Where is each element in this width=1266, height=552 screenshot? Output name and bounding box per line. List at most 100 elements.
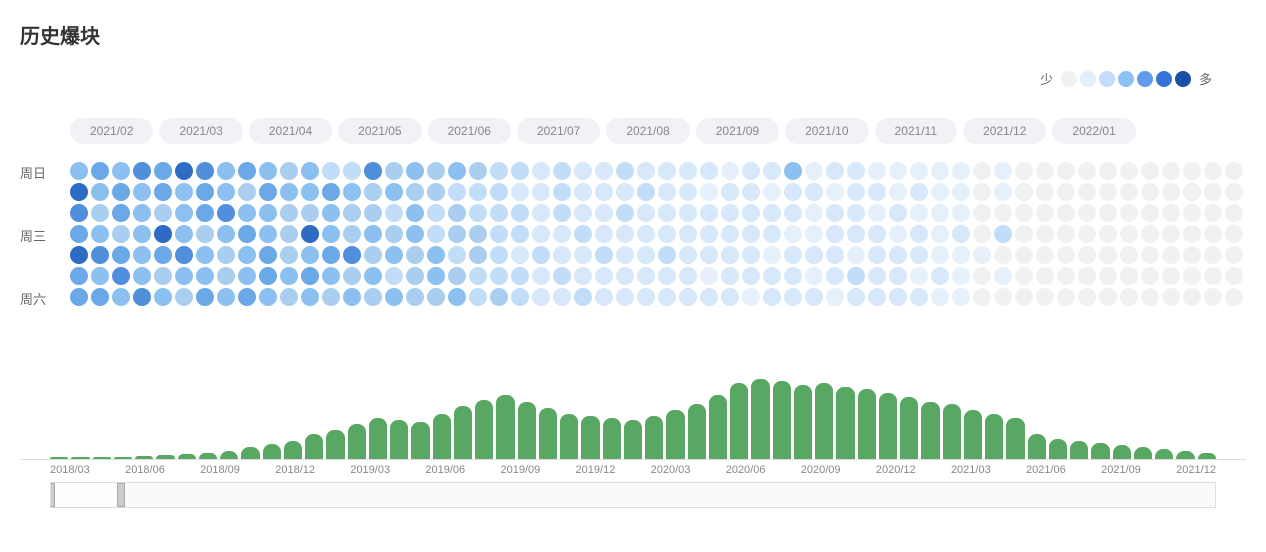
heatmap-cell[interactable] — [805, 288, 823, 306]
heatmap-cell[interactable] — [1183, 162, 1201, 180]
month-tab[interactable]: 2021/12 — [963, 118, 1046, 144]
heatmap-cell[interactable] — [826, 204, 844, 222]
heatmap-cell[interactable] — [700, 225, 718, 243]
heatmap-cell[interactable] — [91, 225, 109, 243]
heatmap-cell[interactable] — [217, 225, 235, 243]
heatmap-cell[interactable] — [532, 267, 550, 285]
month-tab[interactable]: 2021/03 — [159, 118, 242, 144]
heatmap-cell[interactable] — [91, 246, 109, 264]
heatmap-cell[interactable] — [469, 246, 487, 264]
bar[interactable] — [326, 430, 344, 459]
heatmap-cell[interactable] — [742, 246, 760, 264]
heatmap-cell[interactable] — [280, 204, 298, 222]
heatmap-cell[interactable] — [427, 246, 445, 264]
heatmap-cell[interactable] — [385, 225, 403, 243]
heatmap-cell[interactable] — [679, 288, 697, 306]
heatmap-cell[interactable] — [154, 225, 172, 243]
heatmap-cell[interactable] — [112, 162, 130, 180]
bar[interactable] — [1070, 441, 1088, 459]
heatmap-cell[interactable] — [952, 162, 970, 180]
heatmap-cell[interactable] — [133, 204, 151, 222]
heatmap-cell[interactable] — [469, 204, 487, 222]
heatmap-cell[interactable] — [658, 267, 676, 285]
heatmap-cell[interactable] — [721, 288, 739, 306]
heatmap-cell[interactable] — [910, 204, 928, 222]
heatmap-cell[interactable] — [301, 246, 319, 264]
heatmap-cell[interactable] — [889, 267, 907, 285]
heatmap-cell[interactable] — [763, 162, 781, 180]
heatmap-cell[interactable] — [1141, 162, 1159, 180]
heatmap-cell[interactable] — [238, 183, 256, 201]
heatmap-cell[interactable] — [994, 246, 1012, 264]
heatmap-cell[interactable] — [175, 267, 193, 285]
bar[interactable] — [1134, 447, 1152, 459]
heatmap-cell[interactable] — [70, 204, 88, 222]
bar[interactable] — [900, 397, 918, 459]
heatmap-cell[interactable] — [1162, 288, 1180, 306]
heatmap-cell[interactable] — [763, 246, 781, 264]
heatmap-cell[interactable] — [868, 288, 886, 306]
heatmap-cell[interactable] — [448, 162, 466, 180]
heatmap-cell[interactable] — [595, 288, 613, 306]
heatmap-cell[interactable] — [637, 162, 655, 180]
heatmap-cell[interactable] — [238, 288, 256, 306]
heatmap-cell[interactable] — [1225, 204, 1243, 222]
heatmap-cell[interactable] — [700, 204, 718, 222]
heatmap-cell[interactable] — [784, 246, 802, 264]
heatmap-cell[interactable] — [553, 288, 571, 306]
bar[interactable] — [751, 379, 769, 459]
heatmap-cell[interactable] — [553, 162, 571, 180]
month-tab[interactable]: 2021/06 — [428, 118, 511, 144]
heatmap-cell[interactable] — [994, 267, 1012, 285]
brush-handle-left[interactable] — [50, 483, 55, 507]
heatmap-cell[interactable] — [994, 162, 1012, 180]
heatmap-cell[interactable] — [448, 225, 466, 243]
heatmap-cell[interactable] — [1078, 162, 1096, 180]
heatmap-cell[interactable] — [931, 183, 949, 201]
heatmap-cell[interactable] — [847, 225, 865, 243]
heatmap-cell[interactable] — [595, 204, 613, 222]
heatmap-cell[interactable] — [1204, 246, 1222, 264]
heatmap-cell[interactable] — [175, 204, 193, 222]
heatmap-cell[interactable] — [112, 288, 130, 306]
heatmap-cell[interactable] — [259, 225, 277, 243]
heatmap-cell[interactable] — [574, 162, 592, 180]
heatmap-cell[interactable] — [490, 183, 508, 201]
heatmap-cell[interactable] — [784, 204, 802, 222]
bar[interactable] — [815, 383, 833, 459]
heatmap-cell[interactable] — [616, 204, 634, 222]
heatmap-cell[interactable] — [952, 267, 970, 285]
bar[interactable] — [475, 400, 493, 459]
heatmap-cell[interactable] — [889, 246, 907, 264]
heatmap-cell[interactable] — [931, 162, 949, 180]
heatmap-cell[interactable] — [217, 246, 235, 264]
heatmap-cell[interactable] — [112, 183, 130, 201]
heatmap-cell[interactable] — [532, 162, 550, 180]
heatmap-cell[interactable] — [1057, 162, 1075, 180]
heatmap-cell[interactable] — [217, 162, 235, 180]
bar[interactable] — [454, 406, 472, 459]
heatmap-cell[interactable] — [406, 246, 424, 264]
heatmap-cell[interactable] — [196, 204, 214, 222]
heatmap-cell[interactable] — [1057, 225, 1075, 243]
heatmap-cell[interactable] — [532, 225, 550, 243]
heatmap-cell[interactable] — [973, 204, 991, 222]
heatmap-cell[interactable] — [238, 162, 256, 180]
heatmap-cell[interactable] — [910, 225, 928, 243]
heatmap-cell[interactable] — [154, 183, 172, 201]
bar[interactable] — [114, 457, 132, 459]
heatmap-cell[interactable] — [889, 162, 907, 180]
heatmap-cell[interactable] — [217, 204, 235, 222]
bar[interactable] — [1049, 439, 1067, 460]
heatmap-cell[interactable] — [1057, 183, 1075, 201]
heatmap-cell[interactable] — [616, 246, 634, 264]
heatmap-cell[interactable] — [1162, 225, 1180, 243]
heatmap-cell[interactable] — [448, 183, 466, 201]
heatmap-cell[interactable] — [1078, 267, 1096, 285]
heatmap-cell[interactable] — [868, 183, 886, 201]
heatmap-cell[interactable] — [1225, 162, 1243, 180]
heatmap-cell[interactable] — [574, 246, 592, 264]
heatmap-cell[interactable] — [427, 288, 445, 306]
heatmap-cell[interactable] — [1015, 288, 1033, 306]
heatmap-cell[interactable] — [553, 267, 571, 285]
